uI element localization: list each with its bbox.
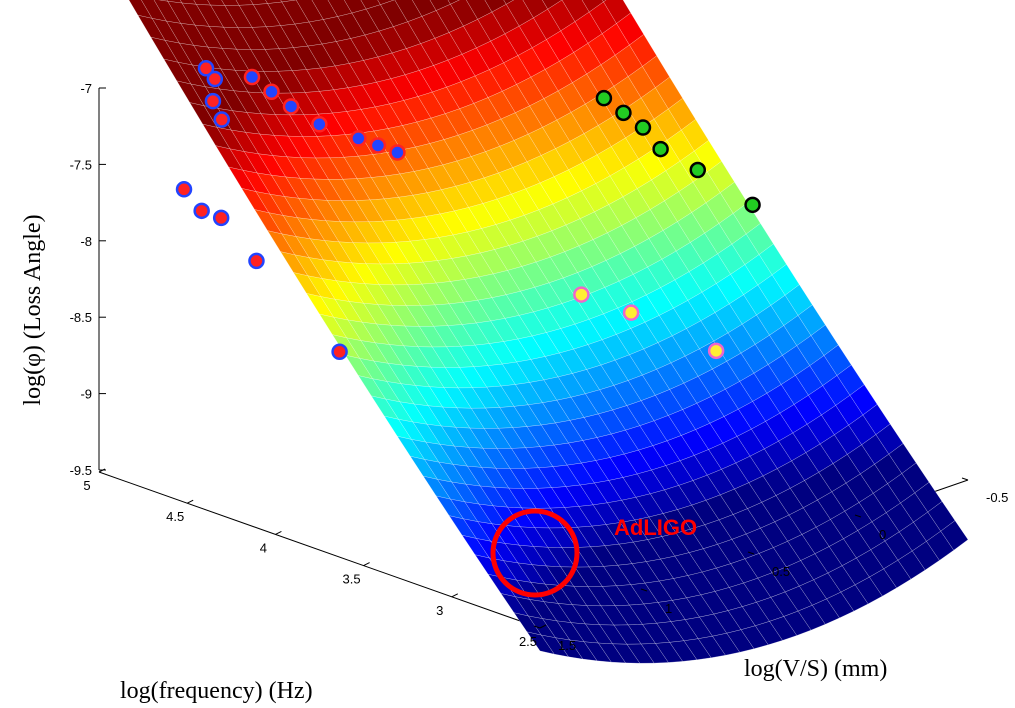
data-point xyxy=(248,252,265,270)
x-tick-label: 3 xyxy=(436,603,443,618)
x-axis-label: log(frequency) (Hz) xyxy=(120,678,313,704)
tick-mark xyxy=(98,468,106,473)
data-point xyxy=(331,343,348,361)
adligo-highlight-circle xyxy=(490,508,580,598)
surface-patch xyxy=(166,0,183,4)
surface-patch xyxy=(940,520,969,551)
y-tick-label: 1.5 xyxy=(558,638,576,653)
data-point xyxy=(263,83,280,101)
surface-patch xyxy=(343,0,367,14)
data-point xyxy=(243,68,261,86)
axis-ticks: -7 -7.5 -8 -8.5 -9 -9.55 4.5 4 3.5 3 2.5 1.5 1 0.5 0 -0… xyxy=(70,81,1009,653)
surface-patch xyxy=(503,0,515,5)
surface-patch xyxy=(450,0,479,27)
data-point xyxy=(213,111,231,128)
tick-mark xyxy=(961,477,969,481)
data-point xyxy=(689,161,707,179)
loss-angle-surface xyxy=(128,0,969,664)
data-point xyxy=(350,130,367,147)
x-tick-label: 4.5 xyxy=(166,509,184,524)
tick-mark xyxy=(533,625,541,629)
tick-mark xyxy=(539,624,547,629)
x-axis-line xyxy=(98,471,541,629)
data-point xyxy=(204,92,222,110)
surface-patch xyxy=(380,0,409,27)
data-point xyxy=(212,209,230,227)
surface-patch xyxy=(360,0,381,10)
data-point xyxy=(573,286,590,303)
tick-mark xyxy=(854,514,862,518)
surface-patch xyxy=(158,0,169,2)
z-tick-label: -7.5 xyxy=(70,157,92,172)
surface-patch xyxy=(265,0,283,4)
x-tick-label: 5 xyxy=(83,478,90,493)
y-tick-label: 0 xyxy=(879,527,886,542)
data-point xyxy=(595,89,613,107)
x-tick-label: 2.5 xyxy=(519,634,537,649)
surface-patch xyxy=(603,0,632,24)
data-point xyxy=(744,196,761,214)
tick-mark xyxy=(363,562,370,567)
y-tick-label: 0.5 xyxy=(772,564,790,579)
data-point xyxy=(389,144,406,161)
z-tick-label: -7 xyxy=(80,81,92,96)
adligo-annotation: AdLIGO xyxy=(614,515,697,540)
z-axis-label: log(φ) (Loss Angle) xyxy=(20,214,46,405)
z-tick-label: -9 xyxy=(80,387,92,402)
y-tick-label: 1 xyxy=(665,601,672,616)
data-point xyxy=(282,98,300,115)
data-point xyxy=(369,137,387,154)
data-point xyxy=(634,119,652,136)
data-markers xyxy=(175,60,761,361)
surface-patch xyxy=(602,0,607,3)
tick-mark xyxy=(186,499,194,504)
tick-mark xyxy=(451,593,459,598)
surface-patch xyxy=(327,0,353,17)
data-point xyxy=(197,60,215,77)
data-point xyxy=(652,140,669,158)
z-tick-label: -9.5 xyxy=(70,463,92,478)
surface-patch xyxy=(193,0,211,6)
x-tick-label: 3.5 xyxy=(343,572,361,587)
tick-mark xyxy=(640,588,648,592)
y-tick-label: -0.5 xyxy=(986,490,1008,505)
data-point xyxy=(622,304,640,321)
surface-patch xyxy=(128,0,153,19)
data-point xyxy=(615,104,632,122)
data-point xyxy=(707,342,725,360)
z-tick-label: -8.5 xyxy=(70,310,92,325)
x-tick-label: 4 xyxy=(260,540,267,555)
y-axis-label: log(V/S) (mm) xyxy=(744,656,887,682)
tick-mark xyxy=(275,530,282,535)
z-tick-label: -8 xyxy=(80,234,92,249)
surface-patch xyxy=(914,481,943,513)
surface-patch xyxy=(447,0,460,5)
data-point xyxy=(206,70,224,88)
tick-mark xyxy=(747,551,755,555)
data-point xyxy=(193,202,210,220)
data-point xyxy=(311,116,328,133)
data-point xyxy=(175,181,193,198)
